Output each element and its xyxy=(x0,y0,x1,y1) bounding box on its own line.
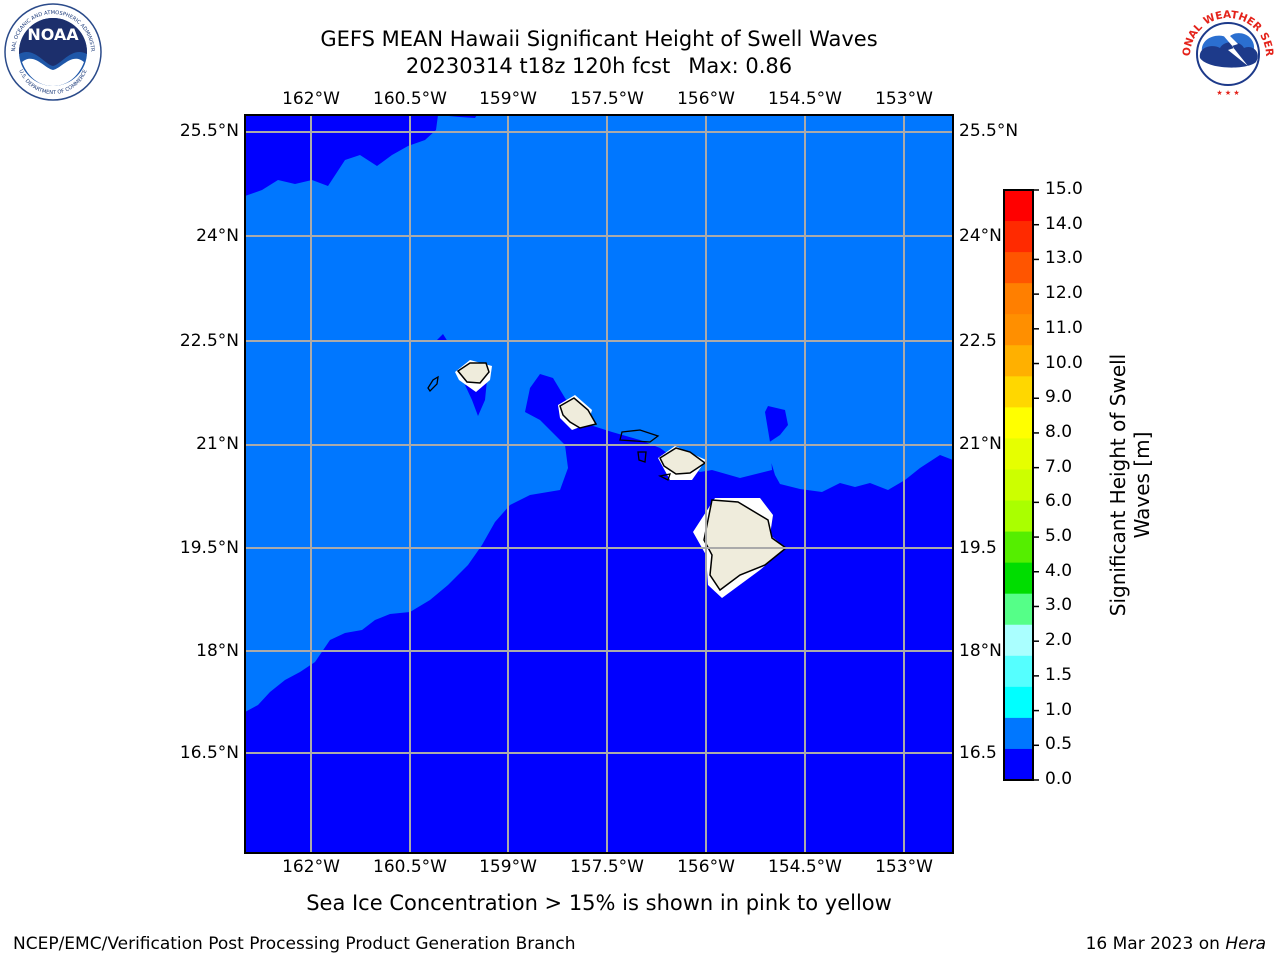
lat-label-left: 21°N xyxy=(196,434,239,454)
lat-label-right: 24°N xyxy=(959,226,1002,246)
colorbar-tick-label: 3.0 xyxy=(1045,595,1073,616)
lon-label-top: 154.5°W xyxy=(768,89,842,109)
lon-label-bottom: 160.5°W xyxy=(373,857,447,877)
colorbar-segment xyxy=(1004,717,1033,750)
lat-label-right: 25.5°N xyxy=(959,121,1019,141)
lon-label-bottom: 156°W xyxy=(677,857,735,877)
noaa-logo: NATIONAL OCEANIC AND ATMOSPHERIC ADMINIS… xyxy=(2,2,102,101)
colorbar-segment xyxy=(1004,593,1033,626)
colorbar-tick-label: 15.0 xyxy=(1045,179,1083,199)
swell-level-0.5-1.0 xyxy=(245,115,953,712)
niihau-island xyxy=(427,375,439,393)
map-frame xyxy=(244,114,954,854)
map-title: GEFS MEAN Hawaii Significant Height of S… xyxy=(320,27,878,51)
colorbar-tick-label: 14.0 xyxy=(1045,213,1083,234)
maui-island xyxy=(659,447,707,475)
sea-ice-caption: Sea Ice Concentration > 15% is shown in … xyxy=(306,891,892,915)
lon-label-bottom: 154.5°W xyxy=(768,857,842,877)
noaa-logo-text: NOAA xyxy=(27,25,79,44)
lon-label-bottom: 153°W xyxy=(875,857,933,877)
colorbar-tick-label: 1.0 xyxy=(1045,699,1073,720)
lanai-island xyxy=(637,451,647,463)
colorbar-segment xyxy=(1004,469,1033,502)
footer-credit: NCEP/EMC/Verification Post Processing Pr… xyxy=(13,934,576,954)
colorbar-segment xyxy=(1004,407,1033,439)
colorbar-segment xyxy=(1004,345,1033,377)
lon-label-top: 153°W xyxy=(875,89,933,109)
nws-logo: NATIONAL WEATHER SERVICE ★ ★ ★ xyxy=(1178,2,1275,100)
lat-label-left: 25.5°N xyxy=(179,121,239,141)
lon-label-bottom: 159°W xyxy=(479,857,537,877)
lat-label-left: 24°N xyxy=(196,226,239,246)
map-gridlines xyxy=(245,115,953,853)
lat-label-right: 21°N xyxy=(959,434,1002,454)
lat-label-right: 19.5 xyxy=(959,538,997,558)
colorbar-segment xyxy=(1004,624,1033,657)
colorbar xyxy=(1003,189,1039,781)
colorbar-segment xyxy=(1004,314,1033,346)
colorbar-tick-label: 5.0 xyxy=(1045,526,1073,547)
lon-label-bottom: 157.5°W xyxy=(570,857,644,877)
lon-label-top: 159°W xyxy=(479,89,537,109)
colorbar-tick-label: 11.0 xyxy=(1045,317,1083,338)
lat-label-left: 19.5°N xyxy=(179,538,239,558)
colorbar-segment xyxy=(1004,531,1033,564)
footer-machine: Hera xyxy=(1225,934,1266,954)
colorbar-segment xyxy=(1004,748,1033,781)
lon-label-top: 160.5°W xyxy=(373,89,447,109)
colorbar-title-line1: Significant Height of Swell xyxy=(1106,353,1130,617)
max-value: Max: 0.86 xyxy=(688,54,793,78)
colorbar-segment xyxy=(1004,655,1033,688)
colorbar-segment xyxy=(1004,376,1033,408)
svg-text:★ ★ ★: ★ ★ ★ xyxy=(1216,89,1239,97)
lat-label-right: 18°N xyxy=(959,641,1002,661)
lat-label-right: 16.5 xyxy=(959,743,997,763)
colorbar-segment xyxy=(1004,686,1033,719)
kauai-island xyxy=(456,362,490,384)
colorbar-tick-label: 6.0 xyxy=(1045,491,1073,512)
oahu-island xyxy=(559,397,598,429)
molokai-island xyxy=(619,429,660,443)
colorbar-frame xyxy=(1003,189,1034,781)
colorbar-title-line2: Waves [m] xyxy=(1130,431,1154,539)
colorbar-tick-label: 1.5 xyxy=(1045,664,1073,685)
colorbar-segment xyxy=(1004,562,1033,595)
lon-label-top: 156°W xyxy=(677,89,735,109)
colorbar-segment xyxy=(1004,283,1033,315)
colorbar-tick-label: 12.0 xyxy=(1045,283,1083,304)
colorbar-tick-label: 0.5 xyxy=(1045,734,1073,755)
colorbar-segment xyxy=(1004,190,1033,222)
colorbar-title: Significant Height of Swell Waves [m] xyxy=(1106,354,1154,616)
kahoolawe-island xyxy=(658,473,671,481)
colorbar-tick-label: 13.0 xyxy=(1045,248,1083,269)
colorbar-segment xyxy=(1004,252,1033,284)
colorbar-segment xyxy=(1004,438,1033,470)
footer-date: 16 Mar 2023 on Hera xyxy=(1086,934,1266,954)
colorbar-tick-label: 7.0 xyxy=(1045,456,1073,477)
colorbar-tick-label: 2.0 xyxy=(1045,630,1073,651)
footer-date-text: 16 Mar 2023 on xyxy=(1085,934,1220,954)
lat-label-right: 22.5 xyxy=(959,331,997,351)
colorbar-tick-label: 0.0 xyxy=(1045,769,1073,789)
forecast-date: 20230314 t18z 120h fcst xyxy=(405,54,671,78)
colorbar-tick-label: 4.0 xyxy=(1045,560,1073,581)
lat-label-left: 16.5°N xyxy=(179,743,239,763)
hawaii-island xyxy=(703,499,788,592)
lat-label-left: 18°N xyxy=(196,641,239,661)
colorbar-tick-label: 8.0 xyxy=(1045,421,1073,442)
map-subtitle: 20230314 t18z 120h fcst Max: 0.86 xyxy=(245,54,953,78)
colorbar-segment xyxy=(1004,221,1033,253)
lon-label-bottom: 162°W xyxy=(282,857,340,877)
lon-label-top: 157.5°W xyxy=(570,89,644,109)
colorbar-tick-label: 9.0 xyxy=(1045,387,1073,408)
lon-label-top: 162°W xyxy=(282,89,340,109)
colorbar-segment xyxy=(1004,500,1033,533)
lat-label-left: 22.5°N xyxy=(179,331,239,351)
colorbar-tick-label: 10.0 xyxy=(1045,352,1083,373)
